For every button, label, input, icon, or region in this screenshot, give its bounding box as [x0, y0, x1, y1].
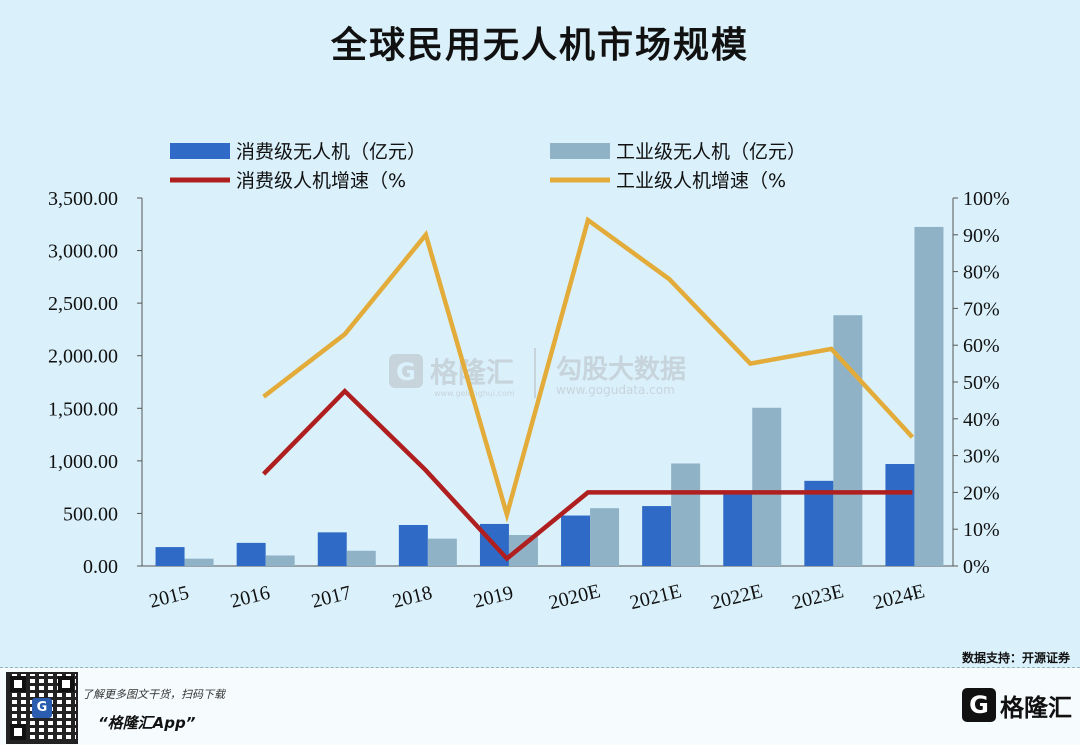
left-tick-label: 3,000.00 — [48, 241, 118, 263]
legend-consumer-bar-label: 消费级无人机（亿元） — [236, 141, 426, 163]
qr-finder — [58, 676, 74, 692]
line-series-consumer-growth — [261, 388, 913, 562]
x-tick-label: 2020E — [547, 580, 603, 614]
footer-bar: G 了解更多图文干货，扫码下载 “格隆汇App” G 格隆汇 — [0, 668, 1080, 745]
bar-consumer — [561, 515, 591, 566]
right-tick-label: 90% — [963, 225, 1000, 247]
watermark-brand: 格隆汇 — [430, 356, 514, 389]
left-tick-label: 3,500.00 — [48, 188, 118, 210]
right-tick-label: 0% — [963, 556, 990, 578]
brand-name: 格隆汇 — [1000, 693, 1072, 722]
left-tick-label: 1,500.00 — [48, 398, 118, 420]
bar-industrial — [427, 538, 457, 566]
brand-g-icon: G — [962, 688, 996, 722]
watermark-logo-icon — [389, 354, 423, 388]
qr-finder — [10, 676, 26, 692]
footer-promo-text: 了解更多图文干货，扫码下载 — [82, 688, 225, 701]
qr-code[interactable]: G — [6, 672, 78, 744]
left-tick-label: 2,500.00 — [48, 293, 118, 315]
bar-consumer — [155, 547, 185, 566]
left-tick-label: 2,000.00 — [48, 346, 118, 368]
x-tick-label: 2019 — [471, 582, 515, 613]
right-tick-label: 40% — [963, 409, 1000, 431]
data-source-note: 数据支持：开源证券 — [961, 651, 1070, 665]
right-tick-label: 80% — [963, 262, 1000, 284]
bar-consumer — [236, 542, 266, 566]
bar-consumer — [398, 524, 428, 566]
chart-title: 全球民用无人机市场规模 — [330, 25, 749, 66]
right-tick-label: 20% — [963, 482, 1000, 504]
legend-consumer-growth-label: 消费级人机增速（% — [236, 170, 406, 192]
bar-consumer — [723, 492, 753, 566]
right-tick-label: 60% — [963, 335, 1000, 357]
legend-consumer-bar-swatch — [170, 143, 230, 159]
right-tick-label: 100% — [963, 188, 1010, 210]
left-tick-label: 0.00 — [83, 556, 118, 578]
qr-finder — [10, 724, 26, 740]
left-tick-label: 500.00 — [63, 503, 118, 525]
line-series-industrial-growth — [262, 216, 915, 523]
watermark-data-brand: 勾股大数据 — [556, 355, 686, 385]
footer-divider — [0, 667, 1080, 668]
legend-industrial-growth-label: 工业级人机增速（% — [616, 170, 786, 192]
x-tick-label: 2016 — [228, 582, 272, 613]
bar-industrial — [671, 463, 701, 566]
x-tick-label: 2024E — [871, 580, 927, 614]
bar-industrial — [346, 550, 376, 566]
legend-industrial-bar-swatch — [550, 143, 610, 159]
bar-industrial — [914, 226, 944, 566]
brand-logo[interactable]: G 格隆汇 — [962, 688, 1072, 722]
left-tick-label: 1,000.00 — [48, 451, 118, 473]
footer-app-name: “格隆汇App” — [98, 714, 196, 732]
bar-consumer — [804, 480, 834, 566]
bar-consumer — [885, 464, 915, 566]
right-tick-label: 70% — [963, 298, 1000, 320]
bar-industrial — [265, 555, 295, 566]
right-tick-label: 30% — [963, 446, 1000, 468]
bar-industrial — [752, 407, 782, 566]
bar-consumer — [642, 506, 672, 566]
watermark-data-url: www.gogudata.com — [556, 383, 675, 397]
right-tick-label: 50% — [963, 372, 1000, 394]
right-tick-label: 10% — [963, 519, 1000, 541]
legend-industrial-bar-label: 工业级无人机（亿元） — [616, 141, 806, 163]
x-tick-label: 2015 — [147, 582, 191, 613]
x-tick-label: 2021E — [628, 580, 684, 614]
x-tick-label: 2023E — [790, 580, 846, 614]
bar-industrial — [590, 508, 620, 566]
watermark-logo-glyph: G — [396, 358, 416, 386]
watermark-brand-url: www.gelonghui.com — [434, 389, 515, 398]
qr-logo-icon: G — [32, 698, 52, 718]
bar-consumer — [317, 532, 347, 566]
bar-industrial — [184, 558, 214, 566]
x-tick-label: 2022E — [709, 580, 765, 614]
x-tick-label: 2017 — [309, 582, 353, 613]
x-tick-label: 2018 — [390, 582, 434, 613]
